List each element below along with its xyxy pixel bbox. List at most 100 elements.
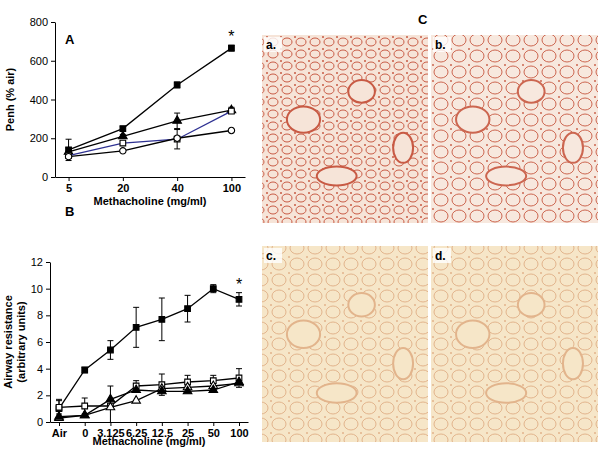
image-background	[431, 35, 598, 223]
error-bar-cap	[185, 322, 191, 323]
marker	[235, 377, 244, 384]
y-tick-mark	[51, 138, 55, 139]
y-tick: 12	[31, 256, 50, 268]
series-line	[69, 131, 232, 157]
histology-image: b.	[431, 35, 598, 223]
error-bar	[228, 45, 234, 51]
marker	[132, 385, 141, 392]
image-label-bg	[264, 248, 282, 263]
x-axis-line	[56, 177, 246, 178]
marker	[229, 108, 235, 114]
x-axis-title: Methacholine (mg/ml)	[92, 435, 205, 447]
marker	[65, 153, 71, 159]
marker	[119, 131, 128, 138]
panel-label: C	[418, 12, 428, 27]
histology-image: d.	[431, 246, 598, 442]
error-bar-cap	[185, 375, 191, 376]
y-tick-mark	[46, 422, 50, 423]
y-tick: 800	[30, 16, 55, 28]
x-tick: 40	[172, 177, 184, 194]
error-bar-cap	[174, 129, 180, 130]
error-bar-cap	[210, 375, 216, 376]
error-bar-cap	[107, 340, 113, 341]
x-tick-label: 0	[82, 427, 88, 439]
y-tick-label: 8	[37, 309, 43, 321]
y-tick-label: 0	[37, 416, 43, 428]
x-tick-mark	[239, 422, 240, 426]
marker	[236, 297, 242, 303]
y-tick: 0	[42, 171, 55, 183]
y-tick-mark	[51, 177, 55, 178]
y-tick: 6	[37, 336, 50, 348]
y-tick-label: 400	[30, 94, 48, 106]
histology-image: c.	[262, 246, 428, 442]
x-tick-mark	[231, 177, 232, 181]
x-tick-label: Air	[52, 427, 68, 439]
y-tick-label: 10	[31, 283, 43, 295]
image-airway	[563, 133, 583, 163]
marker	[55, 412, 64, 419]
x-tick: 50	[208, 422, 220, 439]
y-tick-label: 600	[30, 55, 48, 67]
marker	[108, 347, 114, 353]
error-bar-cap	[174, 148, 180, 149]
error-bar-cap	[236, 387, 242, 388]
y-tick: 8	[37, 309, 50, 321]
x-tick-mark	[136, 422, 137, 426]
panel-label: A	[65, 32, 75, 47]
marker	[228, 127, 234, 133]
image-airway	[393, 133, 413, 163]
y-tick-label: 6	[37, 336, 43, 348]
error-bar	[120, 141, 126, 145]
error-bar-cap	[133, 380, 139, 381]
x-tick-mark	[213, 422, 214, 426]
x-tick-mark	[177, 177, 178, 181]
series-line	[69, 110, 232, 152]
plot-marks	[55, 285, 244, 422]
x-tick-label: 20	[117, 182, 129, 194]
error-bar-cap	[107, 359, 113, 360]
y-tick-mark	[46, 395, 50, 396]
marker	[82, 367, 88, 373]
image-background	[431, 246, 598, 442]
y-tick-mark	[51, 22, 55, 23]
annotation: *	[228, 28, 234, 45]
marker	[158, 386, 167, 393]
image-airway	[563, 348, 583, 379]
error-bar-cap	[66, 139, 72, 140]
image-airway	[287, 320, 320, 347]
error-bar-cap	[56, 400, 62, 401]
error-bar-cap	[210, 284, 216, 285]
y-tick-mark	[51, 61, 55, 62]
marker	[183, 386, 192, 393]
image-panel: Ca.b.c.d.	[262, 12, 598, 442]
error-bar-cap	[133, 347, 139, 348]
x-tick-mark	[69, 177, 70, 181]
y-axis-line	[50, 263, 51, 423]
x-tick: Air	[52, 422, 68, 439]
image-label: b.	[435, 38, 446, 52]
image-airway	[486, 383, 526, 403]
error-bar-cap	[133, 307, 139, 308]
y-axis-title: Penh (% air)	[4, 67, 16, 131]
panel-label: B	[65, 204, 74, 219]
y-tick-label: 0	[42, 171, 48, 183]
error-bar-cap	[107, 386, 113, 387]
x-tick-label: 5	[66, 182, 72, 194]
series-line	[59, 383, 239, 418]
x-tick-label: 100	[230, 427, 248, 439]
image-background	[262, 35, 428, 223]
error-bar-cap	[236, 306, 242, 307]
x-tick: 0	[82, 422, 88, 439]
x-axis-title: Methacholine (mg/ml)	[93, 195, 206, 207]
y-tick: 600	[30, 55, 55, 67]
marker	[174, 135, 180, 141]
marker	[106, 402, 115, 409]
image-airway	[518, 293, 545, 317]
x-tick: 20	[117, 177, 129, 194]
image-label: d.	[435, 249, 446, 263]
image-airway	[393, 348, 413, 379]
y-tick-label: 4	[37, 363, 43, 375]
y-tick-label: 2	[37, 389, 43, 401]
y-axis: 0200400600800	[30, 16, 56, 183]
